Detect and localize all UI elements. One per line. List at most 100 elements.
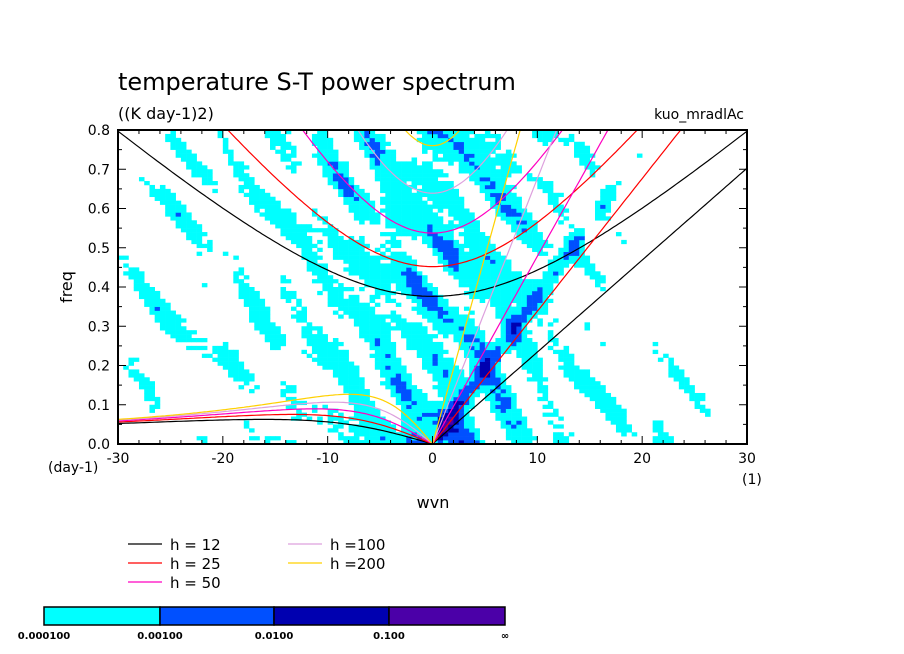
contour-cell (301, 243, 307, 249)
contour-cell (374, 220, 381, 225)
contour-cell (353, 381, 360, 386)
curve-kelvin-h200 (431, 130, 521, 444)
contour-cell (422, 239, 428, 245)
contour-cell (458, 196, 465, 201)
contour-cell (275, 212, 281, 217)
contour-cell (516, 224, 522, 229)
contour-cell (511, 432, 517, 437)
contour-cell (374, 349, 381, 355)
contour-cell (469, 404, 475, 409)
contour-cell (474, 247, 480, 252)
contour-cell (657, 428, 664, 433)
contour-cell (270, 204, 276, 209)
contour-cell (359, 385, 365, 390)
contour-cell (437, 294, 444, 300)
contour-cell (484, 357, 491, 362)
contour-cell (495, 255, 501, 260)
contour-cell (521, 290, 528, 296)
contour-cell (201, 181, 208, 186)
contour-cell (448, 153, 454, 158)
contour-cell (416, 400, 423, 406)
contour-cell (427, 424, 433, 429)
contour-cell (532, 365, 538, 370)
contour-cell (411, 424, 418, 429)
contour-cell (500, 318, 507, 323)
contour-cell (427, 196, 433, 201)
contour-cell (180, 204, 187, 209)
contour-cell (474, 271, 480, 276)
contour-cell (401, 267, 407, 272)
contour-cell (537, 133, 543, 139)
contour-cell (427, 302, 433, 307)
contour-cell (254, 306, 260, 311)
contour-cell (411, 408, 418, 413)
contour-cell (484, 267, 491, 272)
x-tick-label: -20 (211, 451, 234, 467)
contour-cell (322, 353, 328, 358)
contour-cell (238, 188, 245, 194)
contour-cell (222, 149, 229, 154)
contour-cell (175, 322, 182, 327)
contour-cell (186, 228, 192, 233)
contour-cell (364, 302, 370, 307)
contour-cell (448, 424, 454, 429)
contour-cell (254, 298, 260, 304)
contour-cell (589, 165, 596, 170)
contour-cell (505, 404, 512, 409)
contour-cell (532, 353, 538, 358)
contour-cell (463, 400, 470, 406)
contour-cell (605, 208, 612, 213)
contour-cell (338, 294, 344, 300)
contour-cell (432, 232, 439, 237)
contour-cell (516, 169, 522, 174)
contour-cell (469, 157, 475, 162)
contour-cell (275, 334, 281, 339)
contour-cell (290, 400, 297, 406)
contour-cell (469, 220, 475, 225)
contour-cell (390, 200, 397, 205)
contour-cell (442, 137, 449, 143)
contour-cell (568, 259, 575, 264)
contour-cell (521, 294, 528, 300)
contour-cell (175, 314, 182, 319)
contour-cell (296, 400, 302, 406)
contour-cell (369, 400, 376, 406)
contour-cell (532, 341, 538, 347)
contour-cell (563, 247, 570, 252)
contour-cell (264, 314, 271, 319)
contour-cell (133, 283, 140, 288)
contour-cell (243, 298, 250, 304)
contour-cell (615, 424, 622, 429)
contour-cell (463, 161, 470, 166)
contour-cell (463, 216, 470, 221)
contour-cell (175, 208, 182, 213)
contour-cell (249, 428, 255, 433)
contour-cell (348, 436, 355, 441)
contour-cell (490, 290, 496, 296)
contour-cell (422, 133, 428, 139)
contour-cell (484, 345, 491, 351)
contour-cell (532, 247, 538, 252)
contour-cell (364, 404, 370, 409)
contour-cell (453, 247, 460, 252)
contour-cell (484, 141, 491, 147)
contour-cell (678, 385, 685, 390)
contour-cell (442, 298, 449, 304)
contour-cell (463, 133, 470, 139)
contour-cell (359, 235, 365, 241)
contour-cell (390, 204, 397, 209)
contour-cell (427, 232, 433, 237)
contour-cell (359, 377, 365, 382)
contour-cell (380, 338, 386, 343)
x-tick-label: -30 (107, 451, 130, 467)
contour-cell (505, 436, 512, 441)
contour-cell (285, 224, 292, 229)
contour-cell (343, 259, 349, 264)
contour-cell (490, 279, 496, 284)
contour-cell (505, 322, 512, 327)
contour-cell (448, 259, 454, 264)
contour-cell (317, 361, 323, 366)
contour-cell (558, 349, 564, 355)
contour-cell (458, 432, 465, 437)
contour-cell (395, 283, 402, 288)
